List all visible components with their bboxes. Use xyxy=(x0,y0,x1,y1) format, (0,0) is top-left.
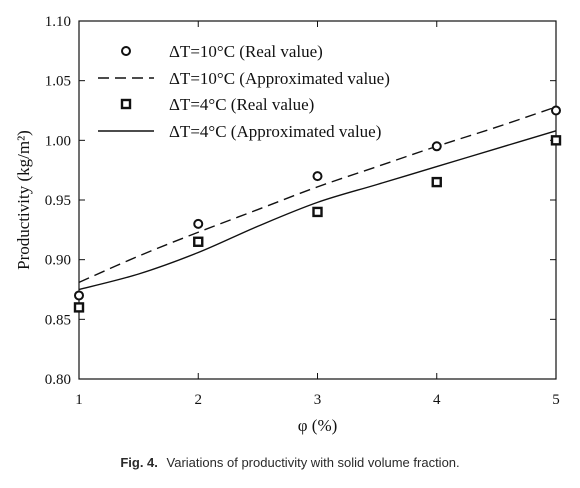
data-point xyxy=(193,236,204,247)
y-tick-label: 0.90 xyxy=(45,253,71,269)
legend-marker xyxy=(120,98,132,110)
data-point xyxy=(193,218,204,229)
y-tick-label: 0.85 xyxy=(45,312,71,328)
caption-label: Fig. 4. xyxy=(120,455,158,470)
x-tick-label: 1 xyxy=(75,392,83,408)
legend-label: ΔT=4°C (Approximated value) xyxy=(169,122,381,141)
data-point xyxy=(431,141,442,152)
y-tick-label: 0.80 xyxy=(45,372,71,388)
data-point xyxy=(550,135,562,146)
legend-item: ΔT=4°C (Approximated value) xyxy=(98,122,381,141)
data-point xyxy=(73,302,85,313)
series-3-points xyxy=(73,135,562,313)
data-point xyxy=(431,176,442,188)
legend-label: ΔT=10°C (Approximated value) xyxy=(169,69,390,88)
series-1-points xyxy=(74,105,561,301)
plot-area xyxy=(73,105,562,313)
x-tick-label: 2 xyxy=(195,392,203,408)
series-2 xyxy=(78,106,557,283)
data-point xyxy=(312,171,323,182)
series-4 xyxy=(78,130,557,291)
caption-text: Variations of productivity with solid vo… xyxy=(167,455,460,470)
y-tick-label: 0.95 xyxy=(45,193,71,209)
series-line xyxy=(78,106,557,283)
legend-item: ΔT=10°C (Real value) xyxy=(121,42,323,61)
x-tick-label: 5 xyxy=(552,392,560,408)
x-axis-ticks: 1 2 3 4 5 xyxy=(75,21,560,408)
data-point xyxy=(74,290,84,301)
x-tick-label: 4 xyxy=(433,392,441,408)
y-axis-title: Productivity (kg/m²) xyxy=(14,130,33,270)
data-point xyxy=(312,206,323,218)
legend-item: ΔT=10°C (Approximated value) xyxy=(98,69,390,88)
legend-marker xyxy=(121,46,131,56)
legend-item: ΔT=4°C (Real value) xyxy=(120,95,314,114)
data-point xyxy=(551,105,561,116)
legend-label: ΔT=10°C (Real value) xyxy=(169,42,323,61)
y-axis-ticks: 0.80 0.85 0.90 0.95 1.00 1.05 1.10 xyxy=(45,14,556,388)
figure-caption: Fig. 4. Variations of productivity with … xyxy=(120,455,459,470)
legend: ΔT=10°C (Real value) ΔT=10°C (Approximate… xyxy=(98,42,390,141)
y-tick-label: 1.00 xyxy=(45,133,71,149)
series-line xyxy=(78,130,557,291)
legend-label: ΔT=4°C (Real value) xyxy=(169,95,314,114)
x-axis-title: φ (%) xyxy=(298,416,338,435)
y-tick-label: 1.05 xyxy=(45,74,71,90)
y-tick-label: 1.10 xyxy=(45,14,71,30)
x-tick-label: 3 xyxy=(314,392,322,408)
